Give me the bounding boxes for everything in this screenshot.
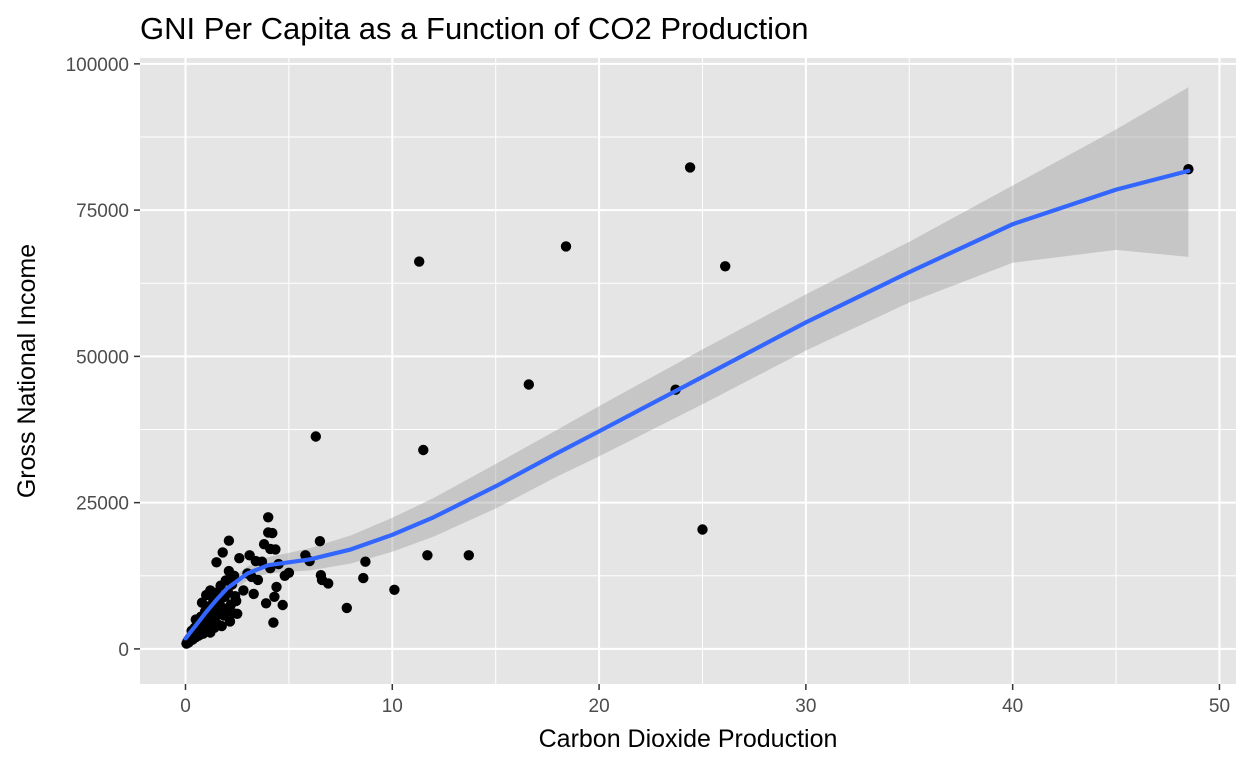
y-axis-title: Gross National Income	[13, 244, 41, 498]
y-tick-label: 75000	[76, 201, 129, 222]
data-point	[560, 241, 572, 252]
data-point	[270, 544, 281, 555]
y-tick-label: 50000	[76, 347, 129, 368]
data-point	[277, 599, 288, 611]
data-point	[252, 574, 264, 586]
x-tick-label: 20	[589, 696, 610, 717]
data-point	[418, 444, 429, 456]
data-point	[697, 524, 708, 535]
data-point	[684, 162, 696, 173]
data-point	[224, 616, 236, 627]
data-point	[271, 581, 282, 593]
data-point	[268, 617, 279, 628]
data-point	[260, 598, 272, 609]
data-point	[211, 557, 222, 568]
data-point	[269, 591, 280, 602]
data-point	[314, 536, 326, 547]
x-tick-label: 50	[1209, 696, 1230, 717]
data-point	[414, 256, 425, 267]
data-point	[463, 550, 474, 561]
x-tick-label: 30	[795, 696, 816, 717]
data-point	[720, 261, 731, 272]
data-point	[283, 567, 295, 578]
data-point	[360, 556, 371, 567]
data-point	[422, 550, 433, 561]
data-point	[231, 595, 242, 607]
data-point	[238, 585, 249, 596]
x-axis-title: Carbon Dioxide Production	[539, 725, 838, 753]
data-point	[341, 602, 352, 614]
y-axis-ticks: 0 25000 50000 75000 100000	[66, 55, 140, 661]
confidence-ribbon-layer	[185, 87, 1189, 647]
smooth-line-layer	[183, 168, 1191, 641]
data-point	[358, 572, 369, 584]
data-point	[232, 608, 243, 619]
data-point	[216, 620, 227, 632]
data-point	[323, 578, 334, 589]
y-tick-label: 25000	[76, 494, 129, 515]
x-tick-label: 40	[1002, 696, 1023, 717]
x-tick-label: 10	[382, 696, 403, 717]
x-axis-ticks: 0 10 20 30 40 50	[180, 684, 1230, 717]
data-point	[523, 379, 534, 390]
chart-title: GNI Per Capita as a Function of CO2 Prod…	[140, 11, 809, 46]
data-point	[228, 570, 240, 581]
y-tick-label: 0	[118, 640, 129, 661]
data-point	[248, 588, 259, 600]
scatter-points	[181, 162, 1194, 649]
data-point	[389, 584, 400, 595]
data-point	[256, 556, 268, 567]
data-point	[310, 431, 321, 442]
x-tick-label: 0	[180, 696, 191, 717]
data-point	[267, 527, 278, 539]
confidence-band	[185, 87, 1189, 647]
data-point	[223, 535, 235, 546]
smooth-fit-line	[183, 168, 1191, 641]
minor-gridlines	[140, 58, 1236, 684]
y-tick-label: 100000	[66, 55, 129, 76]
data-point	[263, 512, 274, 523]
data-point	[234, 553, 245, 564]
data-point	[217, 547, 228, 558]
